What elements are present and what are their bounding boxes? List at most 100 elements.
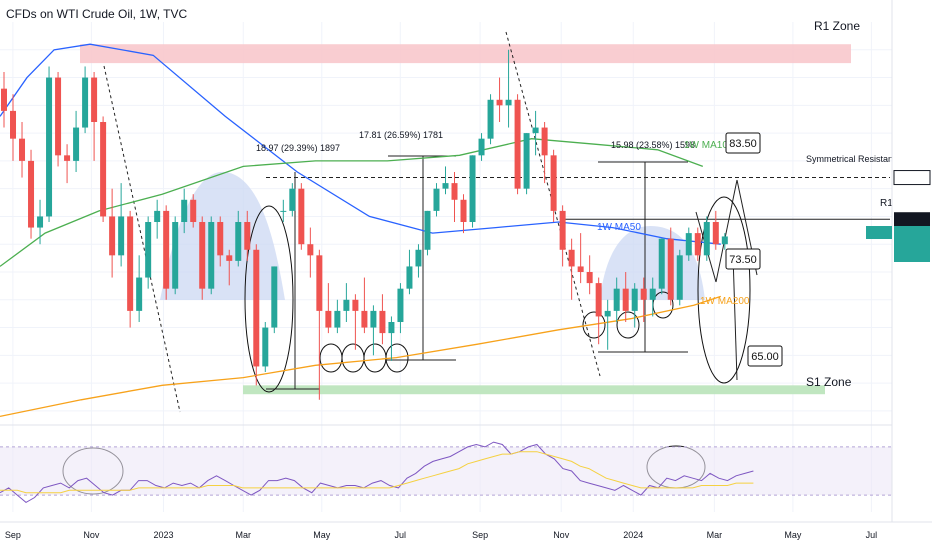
target-83-50-box <box>725 132 761 154</box>
candle-body <box>406 266 413 289</box>
candle-body <box>667 238 674 300</box>
candle-body <box>127 216 134 311</box>
candle-body <box>136 277 143 311</box>
candle-body <box>415 249 422 267</box>
candle-body <box>694 233 701 256</box>
s1-zone-band <box>243 385 825 395</box>
candle-body <box>226 255 233 261</box>
candle-body <box>622 288 629 311</box>
symbol-tag-bg <box>866 226 892 239</box>
s1-zone-label: S1 Zone <box>806 375 852 389</box>
chart-title: CFDs on WTI Crude Oil, 1W, TVC <box>6 7 188 21</box>
candle-body <box>433 188 440 211</box>
candle-body <box>73 127 80 161</box>
price-axis[interactable] <box>866 0 932 550</box>
candle-body <box>487 99 494 139</box>
ma50-label: 1W MA50 <box>597 222 641 233</box>
candle-body <box>28 160 35 228</box>
projection-up <box>715 179 738 283</box>
target-65-00-box <box>747 345 783 367</box>
candle-body <box>235 222 242 261</box>
candle-body <box>505 99 512 106</box>
candlesticks <box>1 49 728 400</box>
candle-body <box>685 233 692 256</box>
circle-low-3 <box>363 343 387 373</box>
candle-body <box>586 272 593 284</box>
candle-body <box>361 310 368 328</box>
ellipse-march-low <box>244 205 294 393</box>
candle-body <box>343 299 350 311</box>
candle-body <box>595 283 602 317</box>
candle-body <box>307 244 314 256</box>
pattern-shading <box>160 171 705 300</box>
candle-body <box>163 210 170 289</box>
candle-body <box>325 310 332 328</box>
target-83-50: 83.50 <box>729 138 757 150</box>
candle-body <box>271 266 278 328</box>
ma200-line <box>0 295 722 418</box>
candle-body <box>370 310 377 328</box>
time-tick: Sep <box>5 530 21 540</box>
candle-body <box>523 133 530 189</box>
r1-value-tag-bg <box>894 212 930 227</box>
candle-body <box>649 288 656 300</box>
candle-body <box>64 155 71 161</box>
measure1-label: 18.97 (29.39%) 1897 <box>256 143 340 153</box>
target-73-50-box <box>725 248 761 270</box>
target-73-50: 73.50 <box>729 254 757 266</box>
candle-body <box>442 183 449 189</box>
symmetrical-resistance-label: Symmetrical Resistance <box>806 154 903 164</box>
time-tick: Jul <box>395 530 407 540</box>
candle-body <box>496 99 503 106</box>
candle-body <box>352 299 359 311</box>
moving-averages <box>0 43 722 418</box>
rsi-band <box>0 446 892 496</box>
candle-body <box>190 199 197 222</box>
circle-low-1 <box>319 343 343 373</box>
circle-low-5 <box>582 311 606 339</box>
candle-body <box>289 188 296 211</box>
measure3-label: 15.98 (23.58%) 1598 <box>611 140 695 150</box>
measure2-label: 17.81 (26.59%) 1781 <box>359 130 443 140</box>
r1-zone-band <box>80 44 851 64</box>
price-tag-bg <box>894 226 930 262</box>
candle-body <box>460 199 467 222</box>
candle-body <box>613 288 620 311</box>
ma100-line <box>0 138 704 267</box>
time-tick: Nov <box>553 530 570 540</box>
candle-body <box>145 222 152 278</box>
downtrend-line-2022 <box>103 65 181 413</box>
candle-body <box>451 183 458 200</box>
candle-body <box>46 77 53 217</box>
candle-body <box>10 110 17 139</box>
candle-body <box>118 216 125 256</box>
candle-body <box>298 188 305 245</box>
candle-body <box>712 222 719 245</box>
candle-body <box>388 322 395 334</box>
candle-body <box>658 238 665 289</box>
candle-body <box>199 222 206 289</box>
time-tick: Nov <box>83 530 100 540</box>
time-tick: May <box>784 530 802 540</box>
projection-low <box>732 254 738 381</box>
candle-body <box>640 288 647 300</box>
candle-body <box>91 77 98 122</box>
r1-label: R1 <box>880 198 893 209</box>
candle-body <box>577 266 584 272</box>
candle-body <box>631 288 638 311</box>
time-tick: 2024 <box>623 530 643 540</box>
candle-body <box>559 210 566 250</box>
candle-body <box>217 222 224 256</box>
candle-body <box>109 216 116 256</box>
ma100-label: 1W MA100 <box>684 140 734 151</box>
candle-body <box>1 88 7 111</box>
zones <box>80 44 851 395</box>
candle-body <box>478 138 485 156</box>
ma200-label: 1W MA200 <box>700 296 750 307</box>
candle-body <box>100 122 107 217</box>
ellipse-projection <box>697 196 751 384</box>
target-65-00: 65.00 <box>751 351 779 363</box>
candle-body <box>469 155 476 222</box>
candle-body <box>37 216 44 228</box>
